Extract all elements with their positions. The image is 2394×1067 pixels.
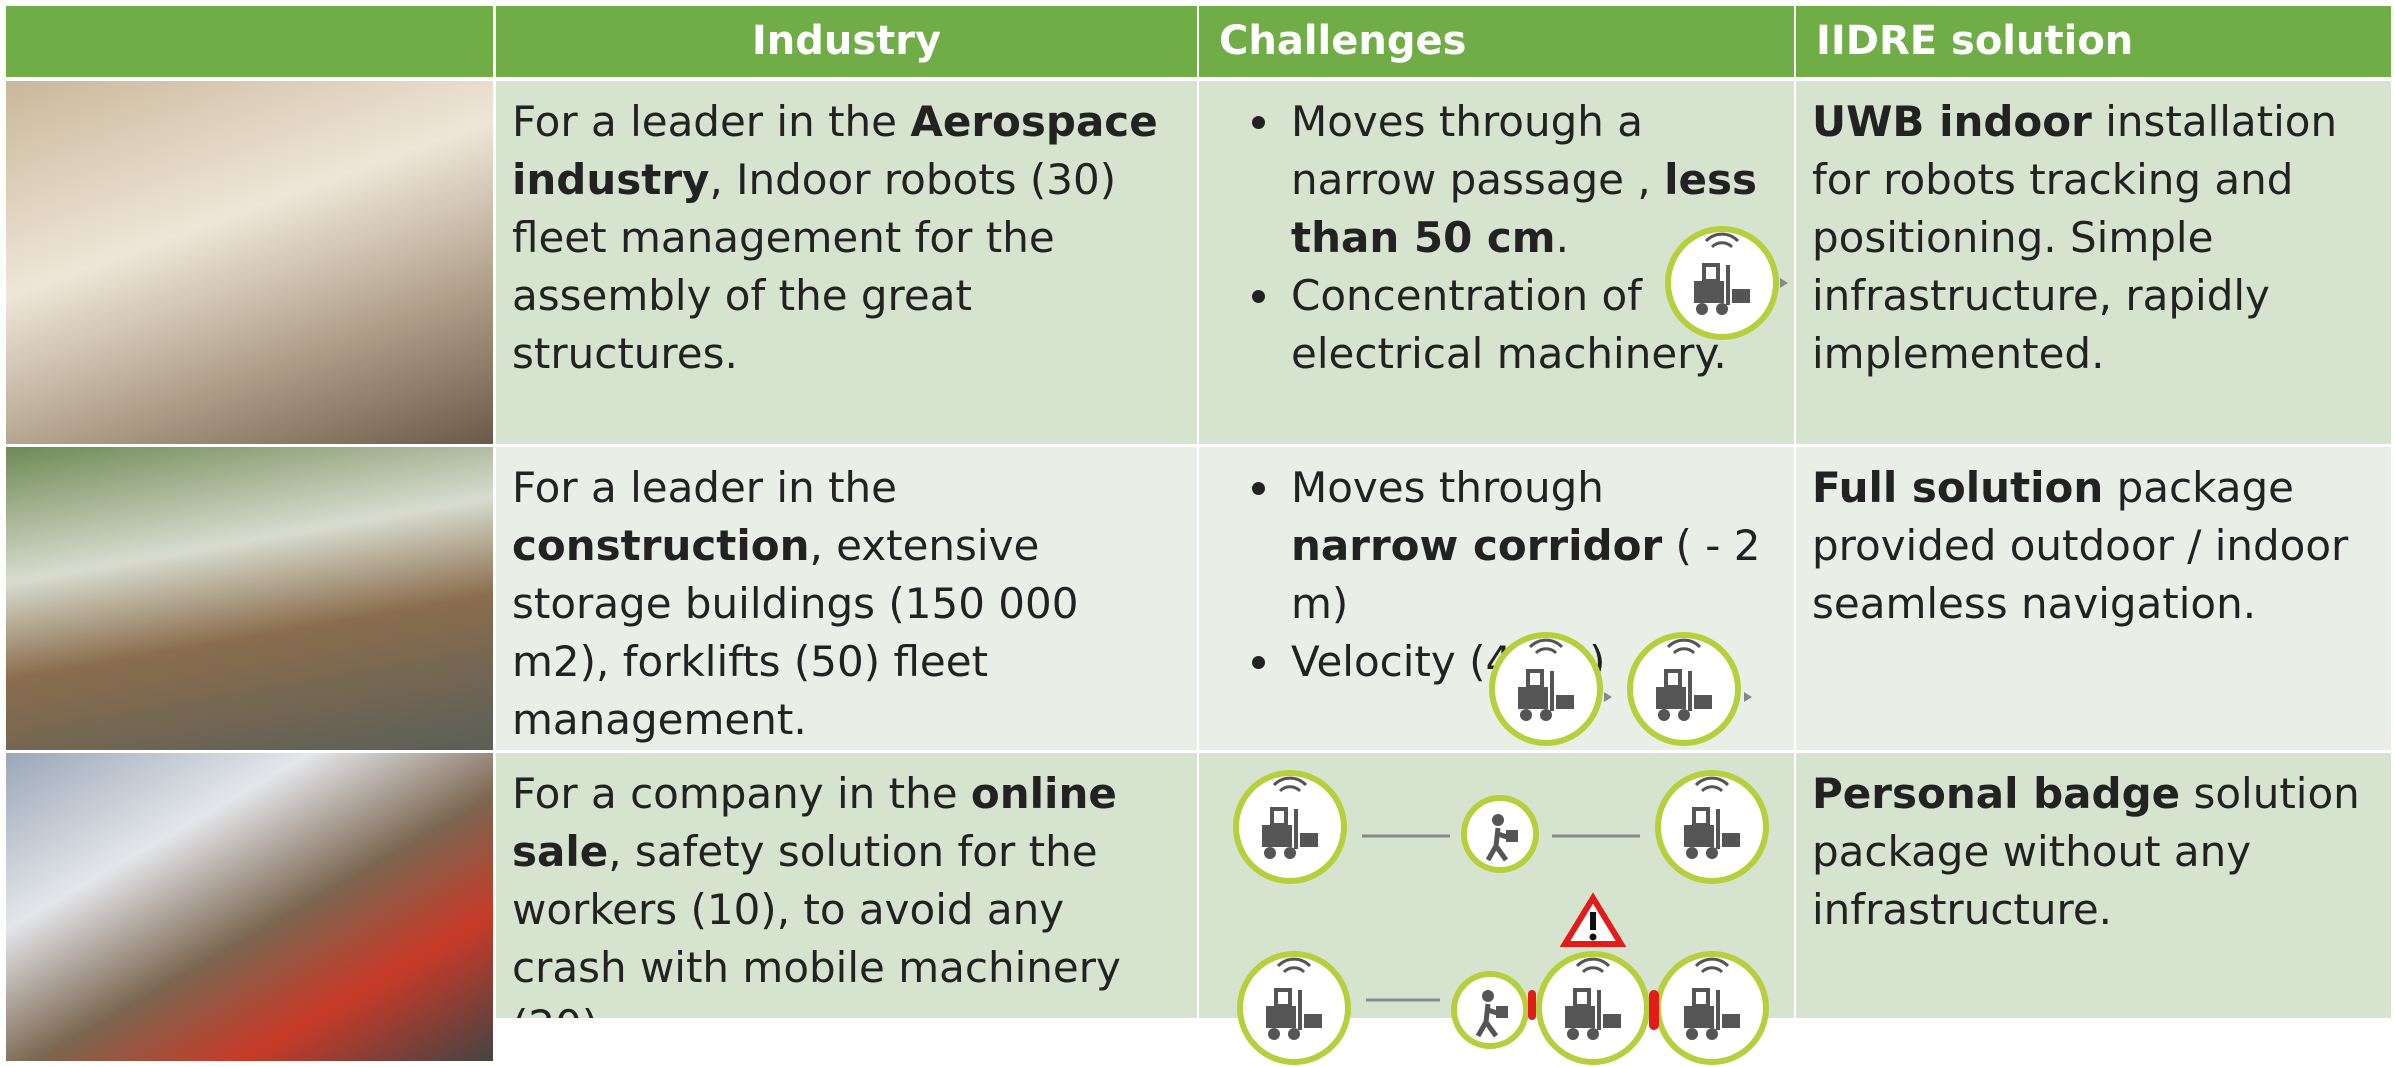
industry-cell: For a company in the online sale, safety… bbox=[496, 753, 1197, 1018]
bold-text: narrow corridor bbox=[1291, 521, 1663, 570]
forklift-photo bbox=[6, 753, 493, 1061]
bullet: Moves through a narrow passage , less th… bbox=[1285, 93, 1778, 267]
text: Concentration of electrical machinery. bbox=[1291, 271, 1727, 378]
challenges-cell bbox=[1199, 753, 1794, 1018]
bullet: Moves through narrow corridor ( - 2 m) bbox=[1285, 459, 1778, 633]
bold-text: online sale bbox=[512, 769, 1117, 876]
text: installation for robots tracking and pos… bbox=[1812, 97, 2338, 378]
bold-text: Personal badge bbox=[1812, 769, 2181, 818]
bold-text: Full solution bbox=[1812, 463, 2104, 512]
text: , Indoor robots (30) fleet management fo… bbox=[512, 155, 1117, 378]
text: For a leader in the bbox=[512, 463, 897, 512]
text: . bbox=[1555, 213, 1569, 262]
text: Velocity (4m/s) bbox=[1291, 637, 1606, 686]
text: For a company in the bbox=[512, 769, 971, 818]
text: package provided outdoor / indoor seamle… bbox=[1812, 463, 2349, 628]
bullet: Concentration of electrical machinery. bbox=[1285, 267, 1778, 383]
solution-cell: UWB indoor installation for robots track… bbox=[1796, 81, 2391, 444]
bold-text: Aerospace industry bbox=[512, 97, 1158, 204]
header-blank bbox=[6, 6, 493, 77]
text: For a leader in the bbox=[512, 97, 911, 146]
text: , safety solution for the workers (10), … bbox=[512, 827, 1121, 1018]
bullet-list: Moves through a narrow passage , less th… bbox=[1215, 93, 1778, 383]
bullet: Velocity (4m/s) bbox=[1285, 633, 1778, 691]
warehouse-photo bbox=[6, 447, 493, 750]
bold-text: less than 50 cm bbox=[1291, 155, 1757, 262]
text: ( - 2 m) bbox=[1291, 521, 1761, 628]
text: Moves through a narrow passage , bbox=[1291, 97, 1665, 204]
solution-cell: Full solution package provided outdoor /… bbox=[1796, 447, 2391, 750]
text: , extensive storage buildings (150 000 m… bbox=[512, 521, 1079, 744]
challenges-cell: Moves through narrow corridor ( - 2 m)Ve… bbox=[1199, 447, 1794, 750]
bullet-list: Moves through narrow corridor ( - 2 m)Ve… bbox=[1215, 459, 1778, 691]
solution-cell: Personal badge solution package without … bbox=[1796, 753, 2391, 1018]
header-cell: IIDRE solution bbox=[1796, 6, 2391, 77]
header-cell: Challenges bbox=[1199, 6, 1794, 77]
aerospace-photo bbox=[6, 81, 493, 444]
challenges-cell: Moves through a narrow passage , less th… bbox=[1199, 81, 1794, 444]
text: solution package without any infrastruct… bbox=[1812, 769, 2360, 934]
bold-text: construction bbox=[512, 521, 810, 570]
text: Moves through bbox=[1291, 463, 1604, 512]
industry-cell: For a leader in the construction, extens… bbox=[496, 447, 1197, 750]
industry-cell: For a leader in the Aerospace industry, … bbox=[496, 81, 1197, 444]
header-cell: Industry bbox=[496, 6, 1197, 77]
bold-text: UWB indoor bbox=[1812, 97, 2092, 146]
